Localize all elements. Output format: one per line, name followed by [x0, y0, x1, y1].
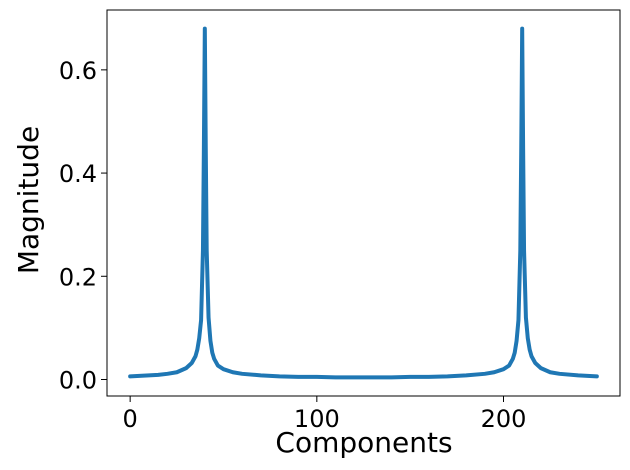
x-axis-title: Components: [275, 426, 452, 459]
x-tick-label-0: 0: [123, 405, 138, 433]
x-tick-label-2: 200: [481, 405, 527, 433]
plot-frame: [106, 9, 621, 397]
y-tick-label-0: 0.0: [59, 366, 97, 394]
x-tick-label-1: 100: [294, 405, 340, 433]
y-tick-label-1: 0.2: [59, 263, 97, 291]
y-tick-label-3: 0.6: [59, 57, 97, 85]
y-axis-title: Magnitude: [12, 126, 45, 274]
series-line-0: [128, 26, 599, 380]
y-tick-label-2: 0.4: [59, 160, 97, 188]
